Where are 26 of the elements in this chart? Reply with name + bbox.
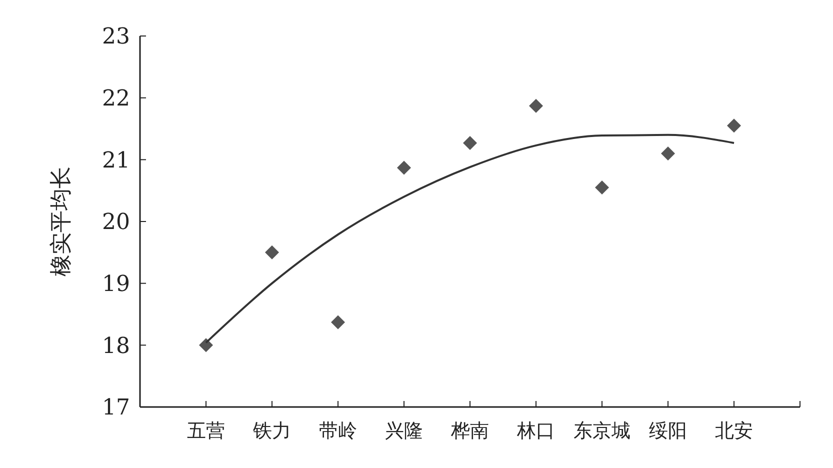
x-tick-label: 林口 bbox=[516, 420, 555, 442]
y-tick-label: 22 bbox=[102, 86, 130, 112]
x-tick-label: 东京城 bbox=[574, 420, 630, 442]
point bbox=[661, 146, 675, 160]
x-tick-label: 桦南 bbox=[450, 420, 489, 442]
point bbox=[529, 98, 543, 113]
point bbox=[595, 180, 609, 194]
y-tick-label: 21 bbox=[102, 148, 130, 174]
y-tick-label: 20 bbox=[102, 210, 130, 236]
point bbox=[727, 118, 741, 133]
point bbox=[265, 245, 279, 260]
x-tick-label: 北安 bbox=[715, 420, 753, 442]
y-tick-label: 18 bbox=[102, 334, 130, 359]
y-tick-label: 23 bbox=[102, 24, 130, 50]
point bbox=[463, 136, 477, 150]
x-tick-label: 铁力 bbox=[252, 420, 291, 442]
x-tick-label: 五营 bbox=[187, 420, 225, 442]
x-tick-label: 带岭 bbox=[319, 420, 357, 442]
x-tick-label: 绥阳 bbox=[649, 420, 687, 442]
y-tick-label: 17 bbox=[102, 396, 130, 421]
point bbox=[199, 338, 213, 352]
y-axis-title: 橡实平均长 bbox=[49, 166, 74, 276]
x-tick-label: 兴隆 bbox=[385, 420, 423, 442]
point bbox=[397, 160, 411, 175]
y-tick-label: 19 bbox=[102, 272, 130, 298]
point bbox=[331, 315, 345, 330]
